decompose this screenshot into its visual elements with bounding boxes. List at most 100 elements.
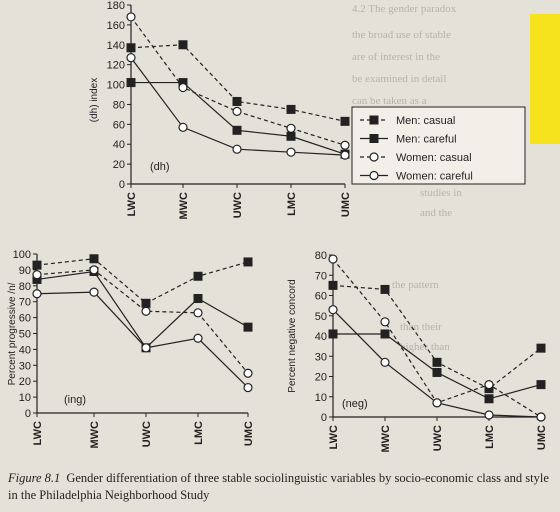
neg-ytick-label: 20 [315, 372, 327, 384]
figure-caption-text: Gender differentiation of three stable s… [8, 471, 549, 502]
dh-ytick-label: 180 [107, 0, 125, 12]
dh-ytick-label: 0 [119, 179, 125, 191]
neg-data-point [380, 317, 390, 327]
ing-category-label: LWC [32, 421, 44, 445]
ing-data-point [89, 287, 99, 297]
neg-data-point [536, 343, 546, 353]
svg-text:4.2 The gender paradox: 4.2 The gender paradox [352, 3, 457, 15]
dh-data-point [126, 53, 136, 63]
ing-data-point [243, 382, 253, 393]
ing-data-point [243, 257, 253, 267]
svg-text:are of interest in the: are of interest in the [352, 51, 440, 63]
svg-text:be examined in detail: be examined in detail [352, 73, 446, 85]
dh-tag: (dh) [150, 161, 170, 173]
dh-ytick-label: 40 [113, 139, 125, 151]
legend-entry-label: Men: careful [396, 134, 457, 146]
chart-ing: Percent progressive /n/ (ing) 0 10 20 30 40 5… [7, 249, 255, 449]
dh-data-point [286, 104, 296, 114]
dh-data-point [178, 122, 188, 132]
sticky-note [530, 14, 560, 144]
ing-series-line [36, 258, 249, 305]
neg-data-point [380, 357, 390, 367]
dh-series-line [130, 16, 346, 146]
neg-category-label: UWC [432, 425, 444, 451]
dh-data-point [232, 125, 242, 135]
neg-data-point [328, 254, 338, 264]
ing-category-label: UWC [141, 421, 153, 447]
ing-category-label: UMC [243, 421, 255, 446]
neg-data-point [328, 305, 338, 315]
ing-ytick-label: 0 [25, 408, 31, 420]
ing-ytick-label: 80 [19, 281, 31, 293]
ing-data-point [141, 306, 151, 316]
legend-box [351, 106, 526, 185]
ing-data-point [243, 368, 253, 378]
legend-swatch-marker [369, 134, 379, 143]
svg-text:the broad use of stable: the broad use of stable [352, 29, 451, 41]
dh-series-line [131, 81, 346, 155]
dh-ytick-label: 100 [107, 80, 125, 92]
dh-ytick-label: 120 [107, 60, 125, 72]
ing-ytick-label: 100 [13, 249, 31, 261]
neg-data-point [432, 398, 442, 408]
neg-category-label: UMC [536, 425, 548, 450]
dh-data-point [126, 12, 136, 22]
ing-ytick-label: 10 [19, 392, 31, 404]
ing-ytick-label: 30 [19, 360, 31, 372]
dh-category-label: UMC [340, 192, 352, 217]
legend-swatch-marker [369, 170, 379, 181]
dh-data-point [232, 96, 242, 106]
dh-category-label: LWC [126, 192, 138, 216]
svg-text:than their: than their [400, 321, 442, 333]
neg-category-label: LMC [484, 425, 496, 449]
legend-entry-label: Men: casual [396, 115, 455, 127]
chart-dh: (dh) index (dh) 0 20 40 60 80 100 120 140 160 180… [89, 0, 352, 220]
ing-ytick-label: 70 [19, 297, 31, 309]
neg-ytick-label: 50 [315, 311, 327, 323]
ing-category-label: LMC [193, 421, 205, 445]
ing-ylabel: Percent progressive /n/ [7, 282, 18, 385]
neg-data-point [484, 410, 494, 420]
dh-data-point [340, 150, 350, 160]
ing-data-point [193, 271, 203, 281]
neg-ytick-label: 60 [315, 291, 327, 303]
ing-data-point [32, 289, 42, 299]
neg-ytick-label: 70 [315, 270, 327, 282]
ing-tag: (ing) [64, 394, 86, 406]
dh-data-point [340, 116, 350, 126]
svg-text:higher than: higher than [400, 341, 450, 353]
figure-label: Figure 8.1 [8, 471, 61, 485]
dh-data-point [232, 106, 242, 117]
neg-data-point [328, 329, 338, 339]
ing-data-point [243, 322, 253, 332]
ing-data-point [193, 333, 203, 343]
neg-ytick-label: 0 [321, 412, 327, 424]
neg-data-point [380, 284, 390, 294]
neg-category-label: MWC [380, 425, 392, 453]
dh-data-point [178, 40, 188, 50]
neg-tag: (neg) [342, 398, 368, 410]
svg-text:can be taken as a: can be taken as a [352, 95, 427, 107]
neg-data-point [432, 357, 442, 367]
dh-category-label: MWC [178, 192, 190, 220]
dh-data-point [286, 123, 296, 133]
neg-data-point [328, 280, 338, 290]
dh-series-line [130, 44, 346, 122]
ing-ytick-label: 60 [19, 313, 31, 325]
svg-text:studies in: studies in [420, 187, 462, 199]
neg-ylabel: Percent negative concord [287, 279, 298, 392]
neg-ytick-label: 30 [315, 351, 327, 363]
dh-data-point [340, 140, 350, 150]
ing-category-label: MWC [89, 421, 101, 449]
ing-ytick-label: 40 [19, 344, 31, 356]
ing-data-point [32, 260, 42, 270]
dh-data-point [126, 43, 136, 53]
ing-ytick-label: 20 [19, 376, 31, 388]
legend-swatch-marker [369, 115, 379, 125]
figure-caption: Figure 8.1 Gender differentiation of thre… [8, 470, 553, 504]
dh-ytick-label: 160 [107, 20, 125, 32]
dh-ytick-label: 20 [113, 159, 125, 171]
legend: Men: casual Men: careful Women: casual Wome… [351, 106, 526, 185]
neg-ytick-label: 40 [315, 331, 327, 343]
